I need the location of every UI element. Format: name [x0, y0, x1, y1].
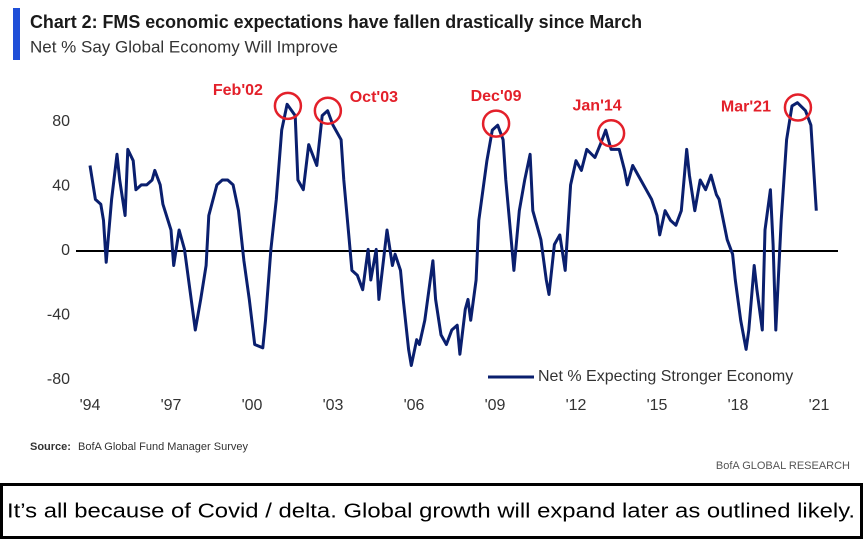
y-tick-label: -80 [47, 371, 70, 388]
annotation-label: Dec'09 [471, 88, 522, 105]
x-tick-label: '12 [566, 397, 587, 414]
chart-subtitle: Net % Say Global Economy Will Improve [30, 37, 338, 56]
y-tick-label: 0 [61, 242, 70, 259]
x-tick-label: '97 [161, 397, 182, 414]
source: BofA Global Fund Manager Survey [78, 441, 248, 453]
x-tick-label: '03 [323, 397, 344, 414]
title-accent [13, 8, 20, 60]
x-tick-label: '94 [80, 397, 101, 414]
source-label: Source: [30, 441, 71, 453]
x-tick-label: '21 [809, 397, 830, 414]
brand: BofA GLOBAL RESEARCH [716, 460, 850, 472]
annotation-circle [313, 96, 343, 125]
annotation-circle [273, 91, 303, 121]
caption: It’s all because of Covid / delta. Globa… [7, 500, 855, 522]
y-tick-label: 80 [52, 113, 70, 130]
annotation-label: Jan'14 [573, 98, 622, 115]
annotation-label: Mar'21 [721, 99, 771, 116]
legend-label: Net % Expecting Stronger Economy [538, 368, 793, 385]
chart-title: Chart 2: FMS economic expectations have … [30, 12, 642, 32]
annotation-circle [783, 93, 813, 122]
caption-box [0, 483, 863, 539]
annotation-label: Feb'02 [213, 82, 263, 99]
x-tick-label: '00 [242, 397, 263, 414]
annotation-label: Oct'03 [350, 89, 398, 106]
x-tick-label: '06 [404, 397, 425, 414]
data-line [88, 101, 818, 367]
annotation-circle [481, 109, 511, 138]
annotation-circle [596, 119, 626, 148]
x-tick-label: '09 [485, 397, 506, 414]
y-tick-label: -40 [47, 307, 70, 324]
x-tick-label: '18 [728, 397, 749, 414]
y-tick-label: 40 [52, 178, 70, 195]
x-tick-label: '15 [647, 397, 668, 414]
